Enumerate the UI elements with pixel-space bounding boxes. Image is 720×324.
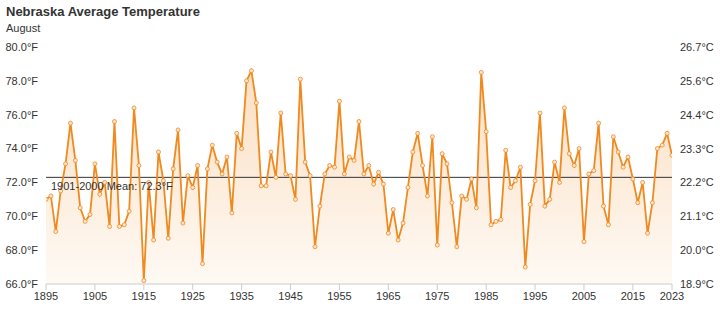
svg-text:1975: 1975 — [425, 290, 449, 302]
svg-text:1945: 1945 — [278, 290, 302, 302]
svg-text:1955: 1955 — [327, 290, 351, 302]
svg-text:1901-2000 Mean: 72.3°F: 1901-2000 Mean: 72.3°F — [51, 180, 173, 192]
svg-text:22.2°C: 22.2°C — [680, 176, 712, 188]
svg-text:23.3°C: 23.3°C — [680, 143, 712, 155]
svg-text:26.7°C: 26.7°C — [680, 41, 712, 53]
svg-text:2023: 2023 — [660, 290, 684, 302]
svg-text:1905: 1905 — [83, 290, 107, 302]
svg-text:2015: 2015 — [621, 290, 645, 302]
svg-text:1995: 1995 — [523, 290, 547, 302]
svg-text:80.0°F: 80.0°F — [8, 41, 38, 53]
svg-text:1985: 1985 — [474, 290, 498, 302]
svg-text:76.0°F: 76.0°F — [8, 109, 38, 121]
svg-text:1915: 1915 — [132, 290, 156, 302]
svg-text:21.1°C: 21.1°C — [680, 210, 712, 222]
svg-text:2005: 2005 — [572, 290, 596, 302]
svg-text:74.0°F: 74.0°F — [8, 142, 38, 154]
svg-text:68.0°F: 68.0°F — [8, 244, 38, 256]
svg-text:72.0°F: 72.0°F — [8, 176, 38, 188]
svg-text:66.0°F: 66.0°F — [8, 278, 38, 290]
svg-text:20.0°C: 20.0°C — [680, 244, 712, 256]
svg-text:18.9°C: 18.9°C — [680, 278, 712, 290]
svg-text:1935: 1935 — [229, 290, 253, 302]
svg-text:1895: 1895 — [34, 290, 58, 302]
svg-text:70.0°F: 70.0°F — [8, 210, 38, 222]
svg-text:1965: 1965 — [376, 290, 400, 302]
html-text:Nebraska Average Temperature: Nebraska Average Temperature — [6, 4, 200, 19]
html-text:August: August — [6, 22, 41, 34]
svg-text:78.0°F: 78.0°F — [8, 75, 38, 87]
svg-text:24.4°C: 24.4°C — [680, 109, 712, 121]
svg-text:25.6°C: 25.6°C — [680, 75, 712, 87]
svg-text:1925: 1925 — [180, 290, 204, 302]
